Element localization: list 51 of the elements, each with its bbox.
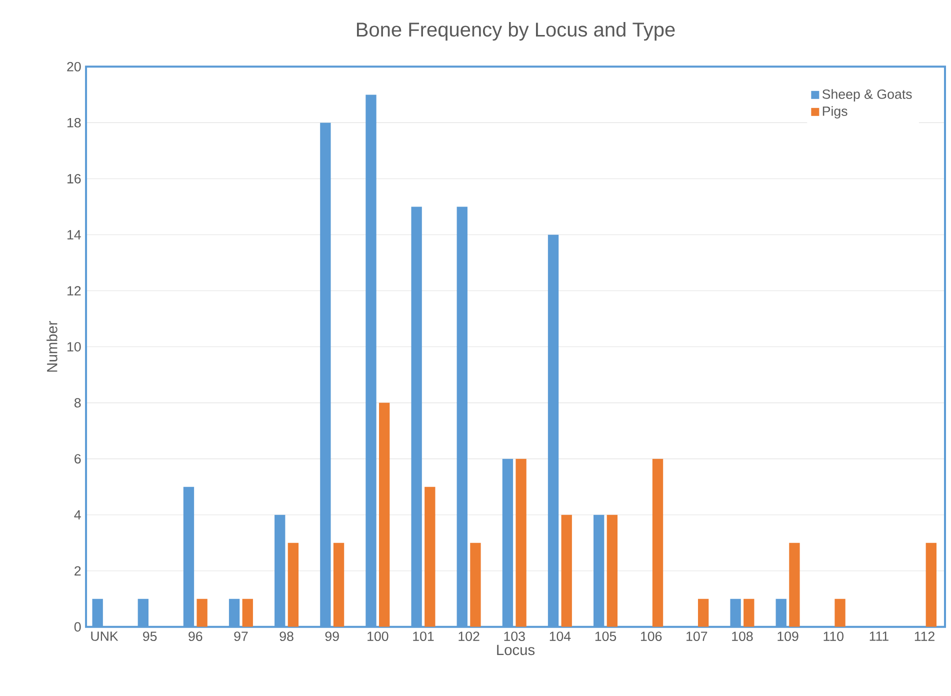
x-tick-label: 97 — [234, 631, 248, 641]
x-tick-label: 112 — [914, 631, 934, 641]
bar — [470, 542, 481, 627]
x-axis-title: Locus — [497, 644, 535, 655]
y-axis-title: Number — [46, 320, 58, 372]
x-tick-label: 102 — [458, 631, 480, 641]
x-tick-label: 109 — [778, 631, 798, 641]
bar — [379, 402, 390, 627]
x-tick-label: 96 — [188, 631, 202, 641]
y-tick-label: 6 — [74, 454, 81, 464]
chart-title: Bone Frequency by Locus and Type — [356, 22, 675, 41]
bar — [789, 542, 800, 627]
y-tick-label: 2 — [74, 566, 81, 576]
bar — [333, 542, 344, 627]
x-tick-label: 105 — [595, 631, 616, 641]
y-tick-label: 14 — [68, 230, 81, 240]
bar — [834, 598, 846, 627]
y-tick-label: 16 — [68, 174, 81, 184]
bar — [561, 514, 572, 627]
y-tick-label: 20 — [67, 62, 81, 72]
bar — [196, 598, 208, 627]
legend-label: Pigs — [822, 106, 848, 118]
y-tick-label: 8 — [74, 398, 81, 408]
x-tick-label: 106 — [640, 631, 662, 641]
x-tick-label: 95 — [143, 631, 157, 641]
bar — [242, 598, 253, 627]
bar — [652, 458, 664, 627]
y-tick-label: 12 — [68, 286, 81, 296]
bar — [744, 598, 754, 627]
x-tick-label: 111 — [870, 631, 888, 641]
x-tick-label: 103 — [504, 631, 525, 641]
y-tick-label: 18 — [68, 118, 81, 128]
y-tick-label: 10 — [68, 342, 81, 352]
x-tick-label: 99 — [325, 631, 339, 641]
bar — [698, 598, 709, 627]
x-tick-label: 104 — [550, 631, 571, 641]
bar — [424, 486, 436, 627]
x-tick-label: UNK — [91, 631, 118, 641]
x-tick-label: 101 — [413, 631, 434, 641]
y-tick-label: 0 — [74, 622, 81, 632]
bar — [516, 458, 526, 627]
x-tick-label: 107 — [686, 631, 708, 641]
x-tick-label: 98 — [280, 631, 294, 641]
legend-label: Sheep & Goats — [822, 88, 912, 102]
y-tick-label: 4 — [74, 510, 81, 520]
bar — [288, 542, 299, 627]
x-tick-label: 100 — [368, 631, 388, 641]
bar — [926, 542, 936, 627]
x-tick-label: 108 — [732, 631, 753, 641]
x-tick-label: 110 — [824, 631, 844, 641]
bar — [606, 514, 618, 627]
